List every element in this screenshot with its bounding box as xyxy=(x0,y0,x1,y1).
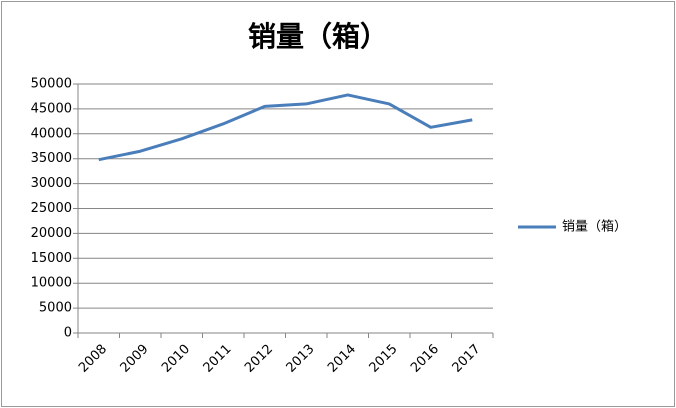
y-tick-label: 45000 xyxy=(31,101,72,116)
y-tick-label: 15000 xyxy=(31,251,72,266)
line-series xyxy=(98,93,473,162)
y-tick-label: 50000 xyxy=(31,77,72,92)
legend-label: 销量（箱） xyxy=(562,219,627,235)
y-tick-label: 40000 xyxy=(31,126,72,141)
y-tick-label: 10000 xyxy=(31,276,72,291)
y-tick-label: 0 xyxy=(64,326,72,341)
chart-title: 销量（箱） xyxy=(248,20,388,53)
y-tick-label: 35000 xyxy=(31,151,72,166)
y-tick-label: 25000 xyxy=(31,201,72,216)
y-tick-label: 5000 xyxy=(39,301,72,316)
y-tick-label: 30000 xyxy=(31,176,72,191)
y-tick-label: 20000 xyxy=(31,226,72,241)
